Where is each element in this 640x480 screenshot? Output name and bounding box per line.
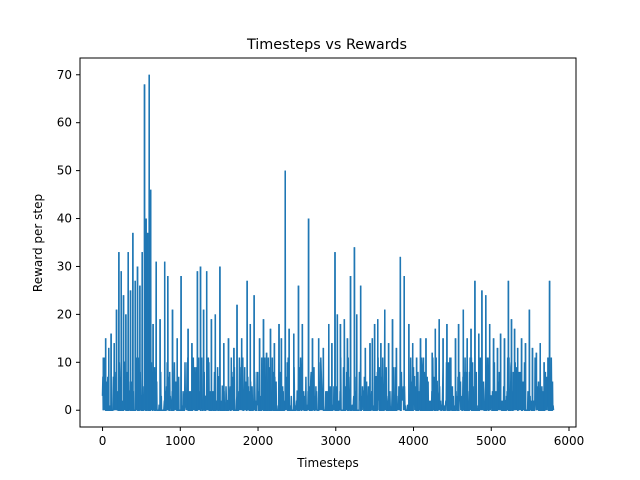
y-tick-label: 20 [57, 307, 72, 321]
y-axis: 0 10 20 30 40 50 60 70 [57, 68, 80, 417]
y-tick-label: 40 [57, 212, 72, 226]
x-tick-label: 4000 [398, 434, 429, 448]
x-tick-label: 6000 [554, 434, 585, 448]
y-tick-label: 10 [57, 355, 72, 369]
y-tick-label: 60 [57, 116, 72, 130]
x-axis: 0 1000 2000 3000 4000 5000 6000 [99, 427, 585, 448]
y-tick-label: 30 [57, 259, 72, 273]
x-tick-label: 3000 [321, 434, 352, 448]
x-tick-label: 1000 [165, 434, 196, 448]
plot-area [101, 74, 555, 411]
axes-frame [79, 57, 577, 428]
x-tick-label: 5000 [476, 434, 507, 448]
x-tick-label: 2000 [243, 434, 274, 448]
chart-title: Timesteps vs Rewards [246, 37, 407, 53]
y-tick-label: 70 [57, 68, 72, 82]
x-tick-label: 0 [99, 434, 107, 448]
y-tick-label: 50 [57, 164, 72, 178]
y-tick-label: 0 [64, 403, 72, 417]
x-axis-label: Timesteps [296, 456, 359, 470]
y-axis-label: Reward per step [31, 194, 45, 292]
